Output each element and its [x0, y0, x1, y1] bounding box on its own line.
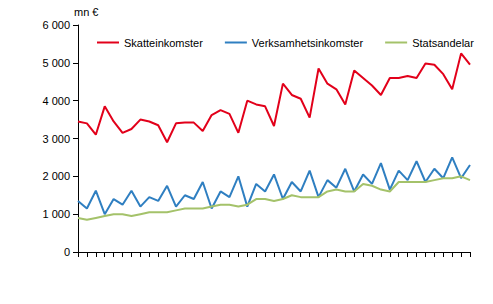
svg-text:0: 0: [64, 246, 70, 258]
svg-text:4 000: 4 000: [42, 95, 70, 107]
svg-text:2 000: 2 000: [42, 170, 70, 182]
svg-text:5 000: 5 000: [42, 57, 70, 69]
svg-text:6 000: 6 000: [42, 19, 70, 31]
svg-text:Statsandelar: Statsandelar: [412, 37, 474, 49]
svg-text:mn €: mn €: [74, 6, 98, 18]
svg-text:Verksamhetsinkomster: Verksamhetsinkomster: [252, 37, 364, 49]
svg-text:3 000: 3 000: [42, 133, 70, 145]
svg-text:Skatteinkomster: Skatteinkomster: [124, 37, 203, 49]
svg-text:1 000: 1 000: [42, 208, 70, 220]
